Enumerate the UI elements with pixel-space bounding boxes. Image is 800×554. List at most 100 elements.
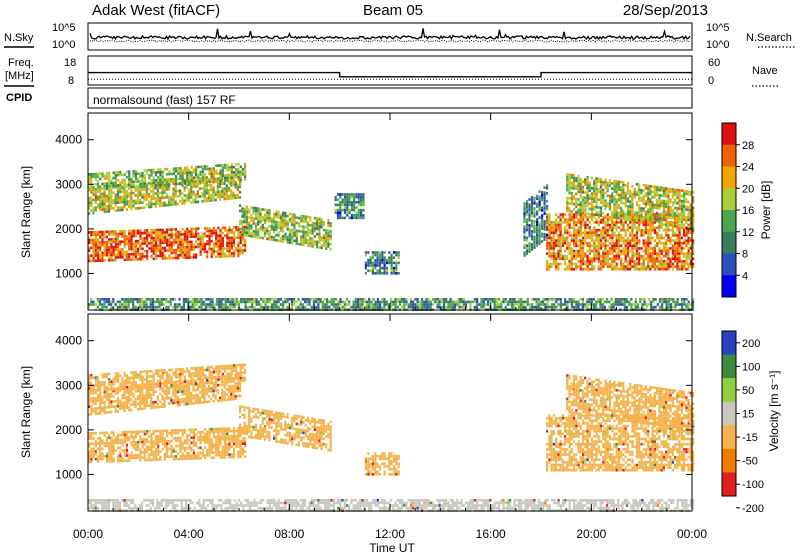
power-cell (139, 182, 142, 186)
power-cell (275, 220, 278, 224)
power-cell (586, 194, 589, 197)
power-cell (215, 232, 218, 235)
power-cell (640, 191, 643, 195)
power-cell (559, 231, 562, 235)
power-cell (557, 234, 560, 237)
power-cell (222, 305, 225, 309)
power-cell (670, 303, 673, 306)
power-cell (96, 254, 100, 257)
power-cell (651, 257, 654, 261)
power-cell (239, 165, 242, 168)
power-cell (186, 171, 189, 175)
power-cell (90, 231, 93, 234)
power-cell (667, 234, 670, 237)
power-cell (181, 251, 184, 254)
power-cell (203, 250, 207, 254)
power-cell (221, 242, 224, 245)
power-cell (96, 251, 100, 255)
power-cell (186, 232, 189, 236)
power-cell (228, 247, 231, 250)
power-cell (530, 198, 534, 202)
power-cell (261, 229, 264, 232)
power-cell (564, 226, 567, 229)
power-cell (573, 221, 576, 224)
power-cell (282, 211, 285, 215)
power-cell (530, 245, 534, 249)
power-cell (268, 298, 271, 301)
power-cell (309, 229, 312, 232)
power-cell (552, 239, 555, 242)
power-cell (642, 239, 645, 242)
power-cell (353, 214, 356, 217)
power-cell (105, 187, 108, 191)
power-cell (692, 247, 695, 250)
power-cell (511, 305, 514, 309)
power-cell (161, 191, 164, 194)
power-cell (235, 300, 238, 304)
power-cell (658, 247, 661, 250)
power-cell (438, 305, 441, 309)
power-cell (575, 267, 578, 271)
power-cell (604, 262, 607, 266)
power-cell (615, 236, 618, 240)
power-cell (232, 236, 236, 240)
power-cell (680, 247, 683, 250)
power-cell (266, 300, 269, 304)
power-cell (221, 182, 224, 185)
power-cell (683, 223, 686, 227)
power-cell (643, 303, 646, 306)
power-cell (425, 303, 428, 306)
power-cell (678, 241, 681, 245)
power-cell (154, 197, 157, 200)
power-cell (128, 200, 131, 203)
power-cell (244, 249, 247, 252)
power-cell (219, 174, 222, 178)
power-cell (388, 256, 391, 259)
power-cell (381, 272, 384, 275)
power-cell (622, 221, 625, 224)
power-cell (168, 244, 171, 247)
power-cell (154, 231, 158, 234)
power-cell (232, 173, 236, 177)
power-cell (579, 267, 582, 271)
power-cell (108, 233, 111, 236)
power-cell (190, 196, 193, 199)
power-cell (192, 168, 195, 172)
power-cell (121, 303, 124, 306)
power-cell (669, 257, 672, 261)
power-cell (139, 237, 142, 240)
power-cell (271, 298, 274, 301)
power-cell (336, 216, 340, 220)
power-cell (613, 205, 616, 209)
power-cell (101, 192, 104, 196)
power-cell (584, 221, 587, 224)
power-cell (174, 238, 178, 242)
power-cell (322, 239, 325, 242)
power-cell (597, 244, 600, 248)
power-cell (584, 236, 587, 240)
power-cell (230, 244, 233, 247)
power-cell (186, 179, 189, 182)
power-cell (284, 237, 287, 241)
power-cell (593, 205, 596, 209)
power-cell (586, 204, 589, 208)
power-cell (359, 300, 362, 304)
power-cell (638, 254, 641, 258)
power-cell (367, 259, 370, 262)
power-cell (597, 265, 600, 268)
power-cell (329, 232, 332, 236)
power-cell (177, 167, 180, 170)
power-cell (125, 203, 128, 206)
power-cell (148, 187, 151, 191)
power-cell (586, 186, 589, 189)
power-cell (604, 191, 607, 195)
power-cell (667, 226, 670, 229)
power-cell (608, 236, 612, 240)
power-cell (624, 228, 627, 232)
power-cell (630, 303, 633, 306)
power-cell (163, 233, 166, 237)
power-cell (523, 230, 526, 234)
power-cell (599, 239, 603, 242)
power-cell (350, 201, 353, 204)
power-cell (139, 174, 142, 178)
